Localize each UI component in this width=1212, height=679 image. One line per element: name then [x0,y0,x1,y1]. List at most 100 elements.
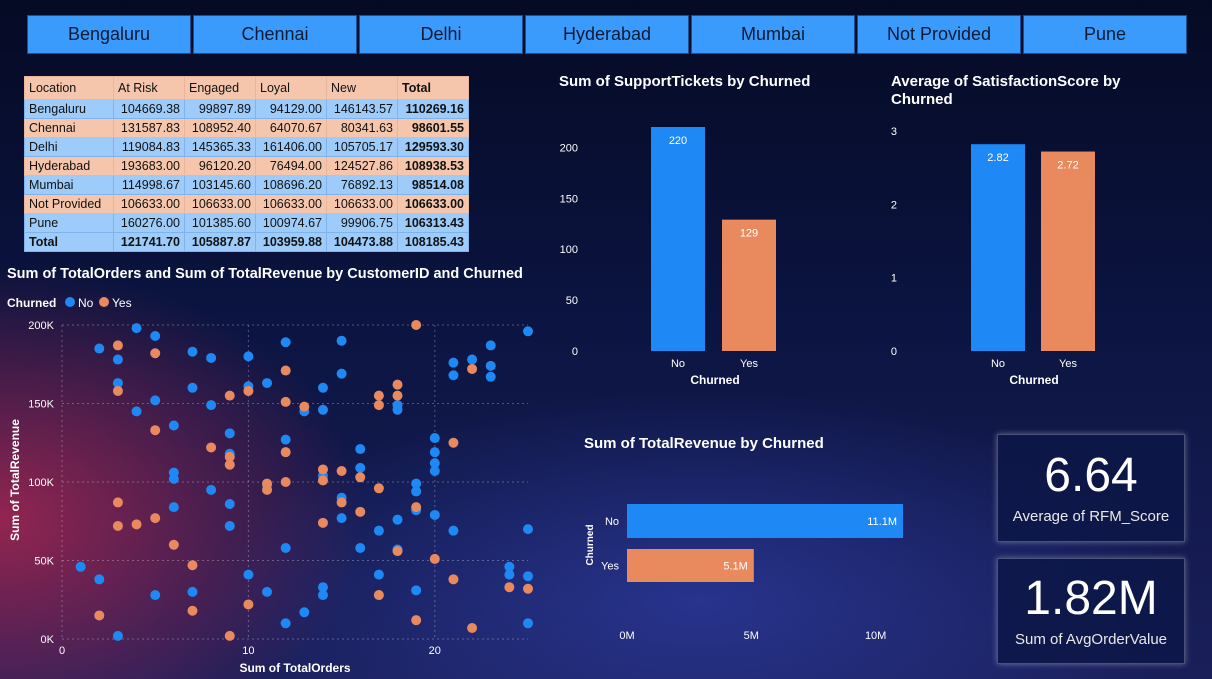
scatter-point-yes[interactable] [262,484,273,495]
matrix-row[interactable]: Bengaluru 104669.38 99897.89 94129.00 146143… [24,99,469,119]
scatter-point-yes[interactable] [392,379,403,390]
scatter-point-no[interactable] [224,428,235,439]
scatter-point-no[interactable] [224,498,235,509]
scatter-point-no[interactable] [280,542,291,553]
scatter-point-no[interactable] [355,444,366,455]
scatter-point-no[interactable] [523,326,533,337]
scatter-point-no[interactable] [467,354,478,365]
scatter-point-no[interactable] [392,400,403,411]
scatter-point-yes[interactable] [411,502,422,513]
kpi-card-avg-order-value[interactable]: 1.82M Sum of AvgOrderValue [997,558,1185,664]
scatter-point-no[interactable] [168,420,179,431]
scatter-point-no[interactable] [504,569,515,580]
scatter-point-no[interactable] [280,337,291,348]
scatter-point-yes[interactable] [280,447,291,458]
scatter-point-yes[interactable] [280,365,291,376]
scatter-point-no[interactable] [112,354,123,365]
scatter-point-yes[interactable] [112,497,123,508]
scatter-point-no[interactable] [504,561,515,572]
matrix-row[interactable]: Delhi 119084.83 145365.33 161406.00 105705.1… [24,137,469,157]
matrix-header-loyal[interactable]: Loyal [255,76,327,100]
scatter-point-yes[interactable] [317,464,328,475]
scatter-point-yes[interactable] [504,582,515,593]
scatter-point-yes[interactable] [373,590,384,601]
scatter-point-yes[interactable] [523,583,533,594]
scatter-point-no[interactable] [168,473,179,484]
scatter-point-no[interactable] [317,582,328,593]
scatter-point-no[interactable] [448,357,459,368]
revenue-chart[interactable]: 11.1M No 5.1M Yes 0M 5M 10M Churned [575,460,915,660]
scatter-point-yes[interactable] [411,320,422,330]
scatter-point-yes[interactable] [150,513,161,524]
matrix-row[interactable]: Mumbai 114998.67 103145.60 108696.20 76892.1… [24,175,469,195]
scatter-point-yes[interactable] [224,630,235,641]
scatter-point-yes[interactable] [224,459,235,470]
satisfaction-bar-yes[interactable] [1041,151,1095,351]
scatter-point-no[interactable] [187,382,198,393]
scatter-point-yes[interactable] [112,385,123,396]
scatter-point-yes[interactable] [168,539,179,550]
scatter-point-no[interactable] [523,618,533,629]
slicer-mumbai[interactable]: Mumbai [691,15,855,54]
scatter-point-yes[interactable] [429,553,440,564]
matrix-row[interactable]: Not Provided 106633.00 106633.00 106633.00 1… [24,194,469,214]
matrix-header-engaged[interactable]: Engaged [184,76,256,100]
scatter-point-yes[interactable] [94,610,105,621]
scatter-point-yes[interactable] [224,451,235,462]
scatter-point-no[interactable] [336,513,347,524]
scatter-point-no[interactable] [411,486,422,497]
scatter-point-no[interactable] [429,509,440,520]
scatter-point-yes[interactable] [280,396,291,407]
revenue-bar-no[interactable] [627,504,903,538]
scatter-point-no[interactable] [448,370,459,381]
slicer-delhi[interactable]: Delhi [359,15,523,54]
scatter-point-yes[interactable] [448,437,459,448]
scatter-point-no[interactable] [392,514,403,525]
scatter-point-yes[interactable] [317,475,328,486]
scatter-point-no[interactable] [206,400,217,411]
scatter-point-no[interactable] [262,378,273,389]
scatter-point-no[interactable] [150,395,161,406]
scatter-point-yes[interactable] [355,472,366,483]
slicer-bengaluru[interactable]: Bengaluru [27,15,191,54]
scatter-point-yes[interactable] [243,599,254,610]
slicer-hyderabad[interactable]: Hyderabad [525,15,689,54]
scatter-point-no[interactable] [429,458,440,469]
scatter-point-yes[interactable] [206,442,217,453]
support-bar-yes[interactable] [722,219,776,351]
scatter-point-yes[interactable] [336,466,347,477]
scatter-point-no[interactable] [373,569,384,580]
matrix-row[interactable]: Pune 160276.00 101385.60 100974.67 99906.75 1… [24,213,469,233]
matrix-row[interactable]: Chennai 131587.83 108952.40 64070.67 80341.6… [24,118,469,138]
slicer-pune[interactable]: Pune [1023,15,1187,54]
scatter-point-no[interactable] [523,571,533,582]
scatter-point-yes[interactable] [150,348,161,359]
scatter-point-no[interactable] [523,524,533,535]
satisfaction-chart[interactable]: 0 1 2 3 2.82 No 2.72 Yes Churned [875,98,1135,398]
scatter-point-yes[interactable] [317,517,328,528]
satisfaction-bar-no[interactable] [971,144,1025,351]
scatter-point-no[interactable] [280,434,291,445]
scatter-point-no[interactable] [411,585,422,596]
scatter-point-yes[interactable] [112,340,123,351]
scatter-point-no[interactable] [429,447,440,458]
scatter-point-no[interactable] [336,335,347,346]
scatter-point-no[interactable] [355,462,366,473]
scatter-point-yes[interactable] [392,546,403,557]
scatter-point-yes[interactable] [467,363,478,374]
scatter-point-no[interactable] [150,330,161,341]
scatter-point-no[interactable] [485,340,496,351]
scatter-legend-yes[interactable]: Yes [112,296,132,310]
matrix-row[interactable]: Hyderabad 193683.00 96120.20 76494.00 124527… [24,156,469,176]
revenue-bar-yes[interactable] [627,549,754,582]
scatter-point-no[interactable] [243,569,254,580]
scatter-point-yes[interactable] [373,390,384,401]
scatter-point-yes[interactable] [131,519,142,530]
scatter-point-no[interactable] [131,323,142,334]
matrix-header-at-risk[interactable]: At Risk [113,76,185,100]
scatter-point-no[interactable] [243,351,254,362]
scatter-point-yes[interactable] [224,390,235,401]
matrix-total-row[interactable]: Total 121741.70 105887.87 103959.88 104473.8… [24,232,469,252]
scatter-point-no[interactable] [485,371,496,382]
scatter-point-yes[interactable] [299,401,310,412]
